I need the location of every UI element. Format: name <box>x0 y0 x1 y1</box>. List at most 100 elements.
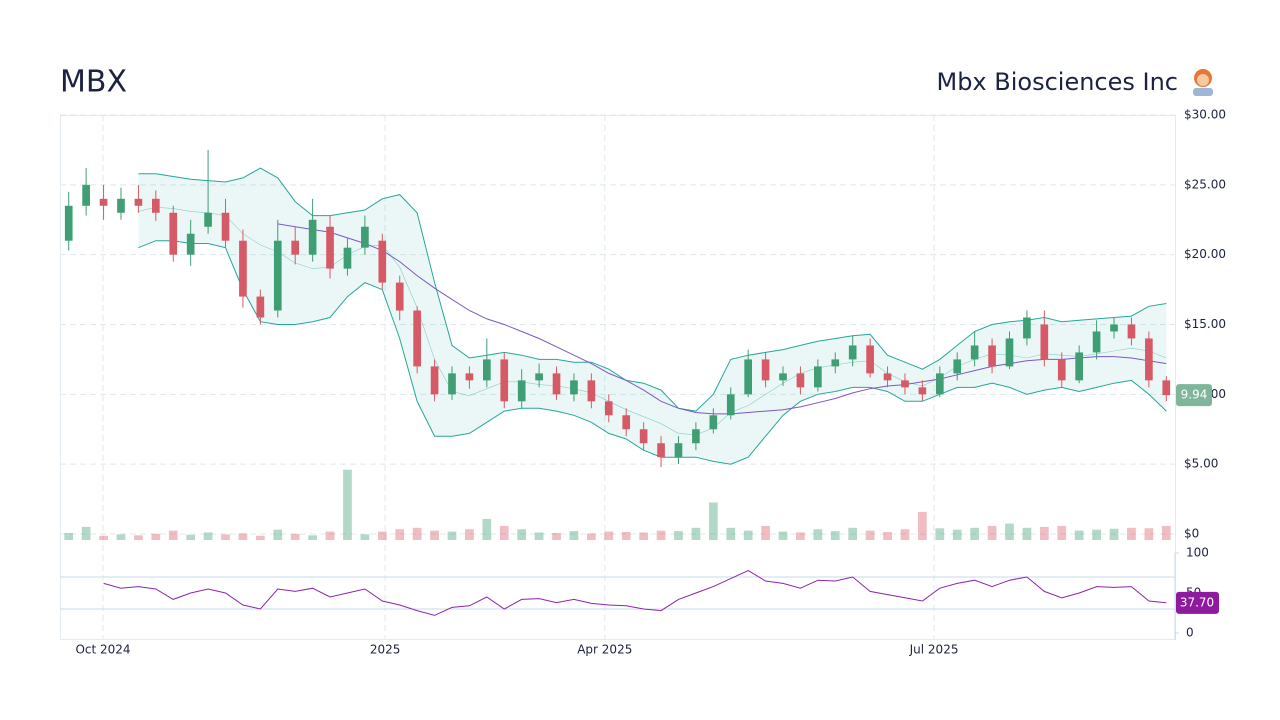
ticker: MBX <box>60 65 127 100</box>
volume-bar <box>482 518 492 540</box>
candle-body <box>64 205 73 241</box>
candle-body <box>883 373 892 381</box>
volume-bar <box>830 531 840 540</box>
candle-body <box>413 310 421 367</box>
volume-bar <box>360 534 370 540</box>
candle-body <box>151 198 160 213</box>
plot-frame <box>60 115 1176 640</box>
candle-body <box>430 366 439 395</box>
candle-body <box>517 380 526 402</box>
volume-bar <box>621 532 631 540</box>
volume-bar <box>1022 527 1032 540</box>
volume-bar <box>343 469 352 540</box>
volume-bar <box>952 529 962 540</box>
rsi-tick-label: 0 <box>1186 626 1194 640</box>
volume-bar <box>1109 528 1119 540</box>
volume-bar <box>935 528 945 540</box>
candle-body <box>239 240 247 297</box>
volume-bar <box>1144 528 1154 540</box>
candle-body <box>970 345 979 360</box>
volume-bar <box>377 531 387 540</box>
candle-body <box>744 359 752 395</box>
x-tick-label: Oct 2024 <box>75 643 130 657</box>
candle-body <box>779 373 787 381</box>
candle-body <box>204 212 212 227</box>
volume-bar <box>255 535 265 540</box>
volume-bar <box>395 529 405 540</box>
volume-bar <box>1074 530 1084 540</box>
volume-bar <box>1039 526 1049 540</box>
volume-bar <box>116 534 126 540</box>
y-tick-label: $5.00 <box>1184 457 1218 471</box>
volume-bar <box>168 530 178 540</box>
candle-body <box>570 380 578 395</box>
volume-bar <box>534 532 544 540</box>
last-price-badge <box>1176 384 1212 407</box>
volume-bar <box>743 530 753 540</box>
candle-body <box>99 198 108 206</box>
volume-bar <box>970 527 980 540</box>
candle-body <box>378 240 387 283</box>
candle-body <box>866 345 874 374</box>
candle-body <box>639 429 648 444</box>
volume-bar <box>987 525 997 540</box>
volume-bar <box>1005 523 1014 540</box>
volume-bar <box>81 526 91 540</box>
y-tick-label: $15.00 <box>1184 317 1226 331</box>
candle-body <box>169 212 178 255</box>
volume-bar <box>134 535 143 540</box>
volume-bar <box>412 527 422 540</box>
volume-bar <box>778 531 788 540</box>
rsi-tick-label: 100 <box>1186 546 1209 560</box>
band-upper <box>138 167 1167 412</box>
candle-body <box>82 184 90 206</box>
volume-bar <box>708 502 718 540</box>
candle-body <box>361 226 369 248</box>
volume-bar <box>465 529 474 540</box>
candle-body <box>1127 324 1136 339</box>
volume-bar <box>203 532 213 540</box>
candle-body <box>500 359 509 402</box>
volume-bar <box>238 533 248 540</box>
candle-body <box>291 240 300 255</box>
volume-bar <box>221 534 230 540</box>
candle-body <box>726 394 735 416</box>
volume-bar <box>639 532 648 540</box>
candle-body <box>761 359 770 381</box>
candle-body <box>1075 352 1084 381</box>
volume-bar <box>674 531 683 540</box>
candle-body <box>1110 324 1118 332</box>
rsi-last-label: 37.70 <box>1180 595 1214 609</box>
volume-bar <box>325 531 335 540</box>
volume-bar <box>290 533 300 540</box>
volume-bar <box>761 525 770 540</box>
candle-body <box>831 359 840 367</box>
candle-body <box>604 401 613 416</box>
candle-body <box>1162 380 1171 396</box>
candle-body <box>395 282 404 311</box>
volume-bar <box>813 529 823 540</box>
candle-body <box>256 296 265 318</box>
candle-body <box>796 373 805 388</box>
volume-bar <box>848 527 858 540</box>
x-tick-label: 2025 <box>370 643 401 657</box>
volume-bar <box>99 535 108 540</box>
candle-body <box>622 415 631 430</box>
candle-body <box>221 212 230 241</box>
volume-bar <box>499 525 509 540</box>
candle-body <box>483 359 491 381</box>
candle-body <box>186 233 195 255</box>
candle-body <box>552 373 561 395</box>
volume-bar <box>1092 529 1101 540</box>
candle-body <box>953 359 962 374</box>
rsi-badge <box>1176 591 1219 614</box>
x-tick-label: Apr 2025 <box>577 643 632 657</box>
candle-body <box>587 380 596 402</box>
candle-body <box>273 240 282 311</box>
candle-body <box>117 198 125 213</box>
y-tick-label: $20.00 <box>1184 247 1226 261</box>
volume-bar <box>796 532 805 540</box>
candle-body <box>465 373 474 381</box>
company-name: Mbx Biosciences Inc <box>936 68 1178 96</box>
